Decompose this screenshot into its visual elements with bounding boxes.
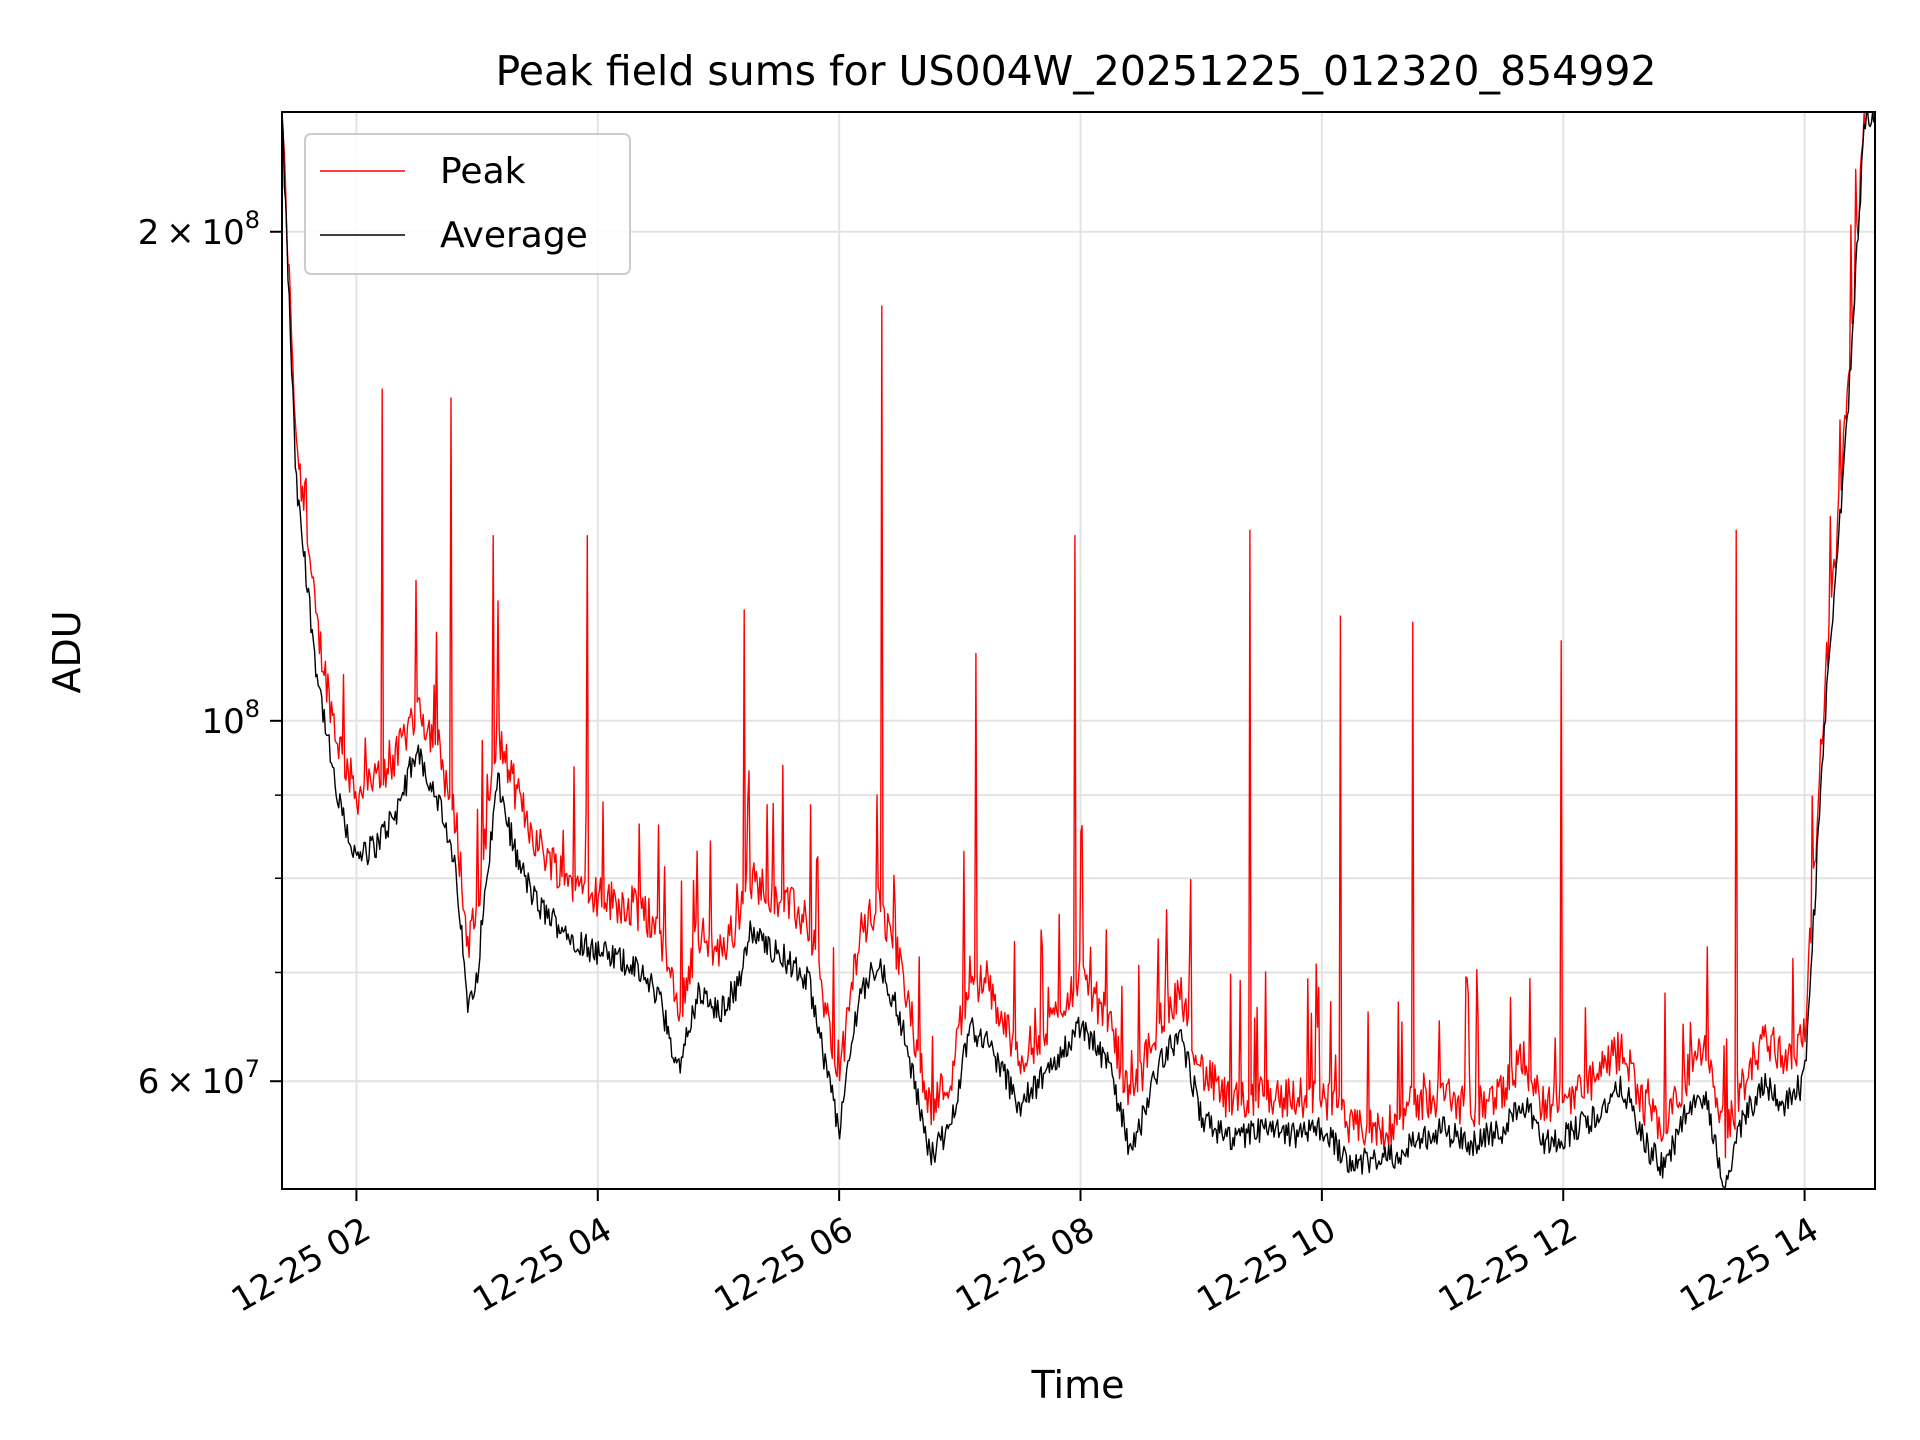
plot-frame: [281, 111, 1876, 1190]
chart-title: Peak field sums for US004W_20251225_0123…: [495, 47, 1656, 95]
legend-label: Average: [440, 215, 588, 256]
x-axis-label: Time: [1031, 1363, 1125, 1407]
series-line-average: [281, 111, 1875, 1188]
legend-label: Peak: [440, 151, 526, 192]
legend: Peak Average: [304, 133, 631, 275]
y-tick-label: 6 × 107: [138, 1055, 260, 1102]
series-line-peak: [281, 111, 1875, 1159]
y-tick-label: 2 × 108: [138, 206, 260, 253]
legend-box: [304, 133, 631, 275]
y-axis-label: ADU: [45, 610, 89, 693]
y-tick-label: 108: [201, 695, 260, 742]
plot-area: [281, 111, 1875, 1188]
